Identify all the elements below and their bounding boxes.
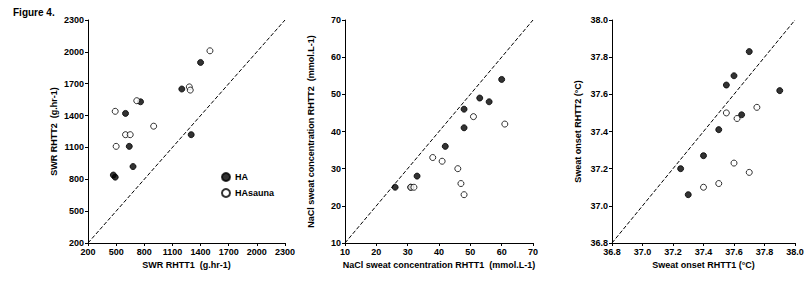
svg-text:SWR RHTT2 (g.hr-1): SWR RHTT2 (g.hr-1) [49, 87, 59, 176]
svg-text:2300: 2300 [275, 247, 295, 257]
svg-text:37.0: 37.0 [590, 201, 608, 211]
svg-text:20: 20 [371, 247, 381, 257]
svg-text:2000: 2000 [64, 47, 84, 57]
svg-text:1100: 1100 [163, 247, 183, 257]
svg-text:500: 500 [109, 247, 124, 257]
svg-text:2300: 2300 [64, 15, 84, 25]
svg-text:1400: 1400 [191, 247, 211, 257]
svg-text:30: 30 [403, 247, 413, 257]
svg-text:200: 200 [80, 247, 95, 257]
svg-text:HAsauna: HAsauna [235, 188, 275, 198]
svg-text:1400: 1400 [64, 111, 84, 121]
svg-text:40: 40 [434, 247, 444, 257]
svg-text:37.2: 37.2 [590, 164, 608, 174]
svg-text:SWR RHTT1 (g.hr-1): SWR RHTT1 (g.hr-1) [142, 260, 231, 270]
svg-text:60: 60 [497, 247, 507, 257]
svg-text:10: 10 [340, 247, 350, 257]
svg-text:30: 30 [331, 164, 341, 174]
svg-text:37.2: 37.2 [664, 247, 682, 257]
svg-text:HA: HA [235, 172, 248, 182]
svg-text:37.4: 37.4 [590, 127, 608, 137]
svg-text:NaCl sweat concentration RHTT2: NaCl sweat concentration RHTT2 (mmol.L-1… [306, 35, 316, 228]
svg-text:50: 50 [331, 89, 341, 99]
svg-text:200: 200 [69, 238, 84, 248]
svg-text:60: 60 [331, 52, 341, 62]
svg-text:38.0: 38.0 [590, 15, 608, 25]
svg-text:20: 20 [331, 201, 341, 211]
svg-text:36.8: 36.8 [590, 238, 608, 248]
svg-text:50: 50 [465, 247, 475, 257]
svg-text:37.6: 37.6 [725, 247, 743, 257]
svg-text:800: 800 [137, 247, 152, 257]
svg-text:Figure 4.: Figure 4. [13, 7, 55, 18]
svg-text:1100: 1100 [64, 142, 84, 152]
svg-text:10: 10 [331, 238, 341, 248]
svg-text:2000: 2000 [247, 247, 267, 257]
svg-text:37.6: 37.6 [590, 89, 608, 99]
svg-text:37.8: 37.8 [756, 247, 774, 257]
svg-text:Sweat onset RHTT2 (°C): Sweat onset RHTT2 (°C) [573, 80, 583, 183]
svg-text:37.8: 37.8 [590, 52, 608, 62]
svg-text:38.0: 38.0 [786, 247, 804, 257]
svg-text:70: 70 [331, 15, 341, 25]
svg-text:500: 500 [69, 206, 84, 216]
svg-text:70: 70 [528, 247, 538, 257]
svg-text:1700: 1700 [64, 79, 84, 89]
svg-text:NaCl sweat concentration RHTT1: NaCl sweat concentration RHTT1 (mmol.L-1… [343, 260, 536, 270]
svg-text:36.8: 36.8 [603, 247, 621, 257]
svg-text:800: 800 [69, 174, 84, 184]
svg-text:37.0: 37.0 [634, 247, 652, 257]
svg-text:Sweat onset RHTT1 (°C): Sweat onset RHTT1 (°C) [652, 260, 755, 270]
svg-text:1700: 1700 [219, 247, 239, 257]
svg-text:37.4: 37.4 [695, 247, 713, 257]
svg-text:40: 40 [331, 127, 341, 137]
